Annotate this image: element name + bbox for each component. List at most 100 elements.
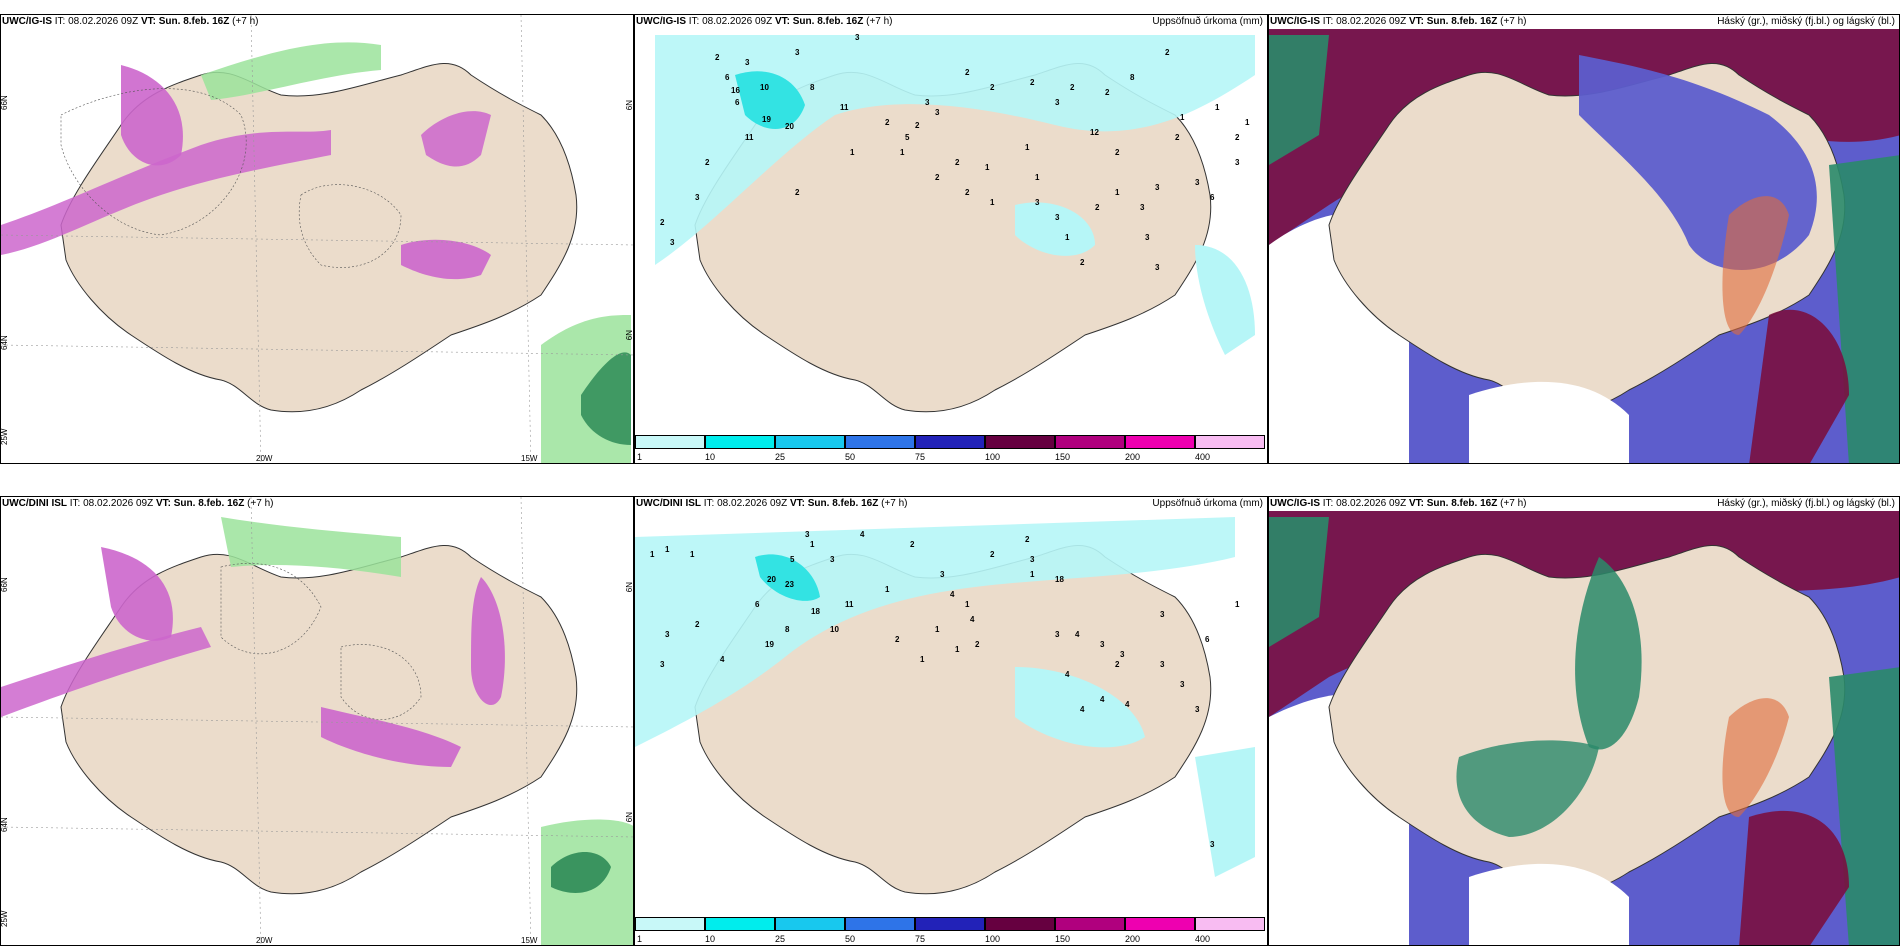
svg-text:1: 1 xyxy=(1215,103,1220,112)
svg-text:2: 2 xyxy=(695,620,700,629)
map-panel-bottom-middle: UWC/DINI ISL IT: 08.02.2026 09Z VT: Sun.… xyxy=(634,496,1268,946)
svg-text:2: 2 xyxy=(795,188,800,197)
svg-text:2: 2 xyxy=(895,635,900,644)
svg-text:3: 3 xyxy=(660,660,665,669)
svg-text:3: 3 xyxy=(1180,680,1185,689)
svg-text:1: 1 xyxy=(665,545,670,554)
svg-text:2: 2 xyxy=(965,68,970,77)
svg-text:2: 2 xyxy=(1235,133,1240,142)
accumulated-precip-map: 3 3 2 3 8 6 16 10 19 20 11 2 5 2 6 2 11 … xyxy=(655,33,1255,413)
svg-text:3: 3 xyxy=(1055,630,1060,639)
svg-text:3: 3 xyxy=(805,530,810,539)
svg-text:2: 2 xyxy=(660,218,665,227)
svg-text:1: 1 xyxy=(900,148,905,157)
svg-text:1: 1 xyxy=(1235,600,1240,609)
svg-text:2: 2 xyxy=(1080,258,1085,267)
svg-text:66N: 66N xyxy=(1,95,9,110)
svg-text:2: 2 xyxy=(990,550,995,559)
svg-text:2: 2 xyxy=(955,158,960,167)
svg-text:20: 20 xyxy=(785,122,794,131)
svg-text:8: 8 xyxy=(1130,73,1135,82)
svg-text:20: 20 xyxy=(767,575,776,584)
svg-text:3: 3 xyxy=(1235,158,1240,167)
svg-text:3: 3 xyxy=(795,48,800,57)
svg-text:2: 2 xyxy=(935,173,940,182)
svg-text:3: 3 xyxy=(1195,178,1200,187)
panel-title: UWC/IG-IS IT: 08.02.2026 09Z VT: Sun. 8.… xyxy=(1270,16,1527,27)
svg-text:3: 3 xyxy=(665,630,670,639)
svg-text:11: 11 xyxy=(845,600,854,609)
svg-text:N9: N9 xyxy=(624,582,633,593)
svg-text:1: 1 xyxy=(690,550,695,559)
svg-text:3: 3 xyxy=(1100,640,1105,649)
svg-text:4: 4 xyxy=(970,615,975,624)
colorbar: 1 10 25 50 75 100 150 200 400 xyxy=(635,435,1267,463)
svg-text:3: 3 xyxy=(940,570,945,579)
panel-title: UWC/IG-IS IT: 08.02.2026 09Z VT: Sun. 8.… xyxy=(1270,498,1527,509)
svg-text:2: 2 xyxy=(1115,660,1120,669)
svg-text:1: 1 xyxy=(810,540,815,549)
svg-text:1: 1 xyxy=(1115,188,1120,197)
precip-wind-map: 66N 64N 25W 20W 15W N9 N9 xyxy=(1,497,633,945)
svg-text:3: 3 xyxy=(1035,198,1040,207)
svg-text:4: 4 xyxy=(1065,670,1070,679)
svg-text:1: 1 xyxy=(955,645,960,654)
svg-text:2: 2 xyxy=(1070,83,1075,92)
svg-text:4: 4 xyxy=(1080,705,1085,714)
svg-text:4: 4 xyxy=(950,590,955,599)
svg-text:6: 6 xyxy=(735,98,740,107)
svg-text:1: 1 xyxy=(850,148,855,157)
svg-text:5: 5 xyxy=(790,555,795,564)
accumulated-precip-map: 1 3 3 2 1 1 4 5 6 20 23 18 10 8 19 11 1 … xyxy=(635,517,1255,895)
svg-text:4: 4 xyxy=(1100,695,1105,704)
svg-text:1: 1 xyxy=(920,655,925,664)
svg-text:3: 3 xyxy=(925,98,930,107)
svg-text:15W: 15W xyxy=(521,936,538,945)
svg-text:3: 3 xyxy=(1155,263,1160,272)
svg-text:3: 3 xyxy=(745,58,750,67)
svg-text:6: 6 xyxy=(725,73,730,82)
svg-text:2: 2 xyxy=(1025,535,1030,544)
svg-text:6: 6 xyxy=(1210,193,1215,202)
precip-value-labels: 1 3 3 2 1 1 4 5 6 20 23 18 10 8 19 11 1 … xyxy=(650,530,1240,849)
svg-text:1: 1 xyxy=(965,600,970,609)
svg-text:2: 2 xyxy=(1030,78,1035,87)
panel-variable-label: Uppsöfnuð úrkoma (mm) xyxy=(1152,498,1263,509)
svg-text:2: 2 xyxy=(1095,203,1100,212)
svg-text:1: 1 xyxy=(1035,173,1040,182)
svg-text:2: 2 xyxy=(910,540,915,549)
panel-variable-label: Uppsöfnuð úrkoma (mm) xyxy=(1152,16,1263,27)
svg-text:3: 3 xyxy=(1055,213,1060,222)
svg-text:4: 4 xyxy=(1125,700,1130,709)
map-panel-top-left: UWC/IG-IS IT: 08.02.2026 09Z VT: Sun. 8.… xyxy=(0,14,634,464)
svg-text:3: 3 xyxy=(855,33,860,42)
panel-title: UWC/DINI ISL IT: 08.02.2026 09Z VT: Sun.… xyxy=(636,498,908,509)
svg-text:20W: 20W xyxy=(256,454,273,463)
map-panel-top-right: UWC/IG-IS IT: 08.02.2026 09Z VT: Sun. 8.… xyxy=(1268,14,1900,464)
map-panel-top-middle: UWC/IG-IS IT: 08.02.2026 09Z VT: Sun. 8.… xyxy=(634,14,1268,464)
svg-text:2: 2 xyxy=(975,640,980,649)
svg-text:18: 18 xyxy=(811,607,820,616)
svg-text:3: 3 xyxy=(1195,705,1200,714)
svg-text:3: 3 xyxy=(695,193,700,202)
svg-text:8: 8 xyxy=(785,625,790,634)
svg-text:6: 6 xyxy=(755,600,760,609)
svg-text:8: 8 xyxy=(810,83,815,92)
svg-text:4: 4 xyxy=(860,530,865,539)
svg-text:3: 3 xyxy=(830,555,835,564)
svg-text:3: 3 xyxy=(1155,183,1160,192)
panel-title: UWC/IG-IS IT: 08.02.2026 09Z VT: Sun. 8.… xyxy=(636,16,893,27)
svg-text:15W: 15W xyxy=(521,454,538,463)
panel-variable-label: Háský (gr.), miðský (fj.bl.) og lágský (… xyxy=(1717,16,1895,27)
svg-text:12: 12 xyxy=(1090,128,1099,137)
svg-text:N9: N9 xyxy=(624,812,633,823)
svg-text:1: 1 xyxy=(1025,143,1030,152)
svg-text:16: 16 xyxy=(731,86,740,95)
svg-text:N9: N9 xyxy=(624,330,633,341)
svg-text:23: 23 xyxy=(785,580,794,589)
cloud-cover-map xyxy=(1269,511,1899,945)
panel-title: UWC/DINI ISL IT: 08.02.2026 09Z VT: Sun.… xyxy=(2,498,274,509)
svg-text:66N: 66N xyxy=(1,577,9,592)
svg-text:6: 6 xyxy=(1205,635,1210,644)
svg-text:1: 1 xyxy=(985,163,990,172)
